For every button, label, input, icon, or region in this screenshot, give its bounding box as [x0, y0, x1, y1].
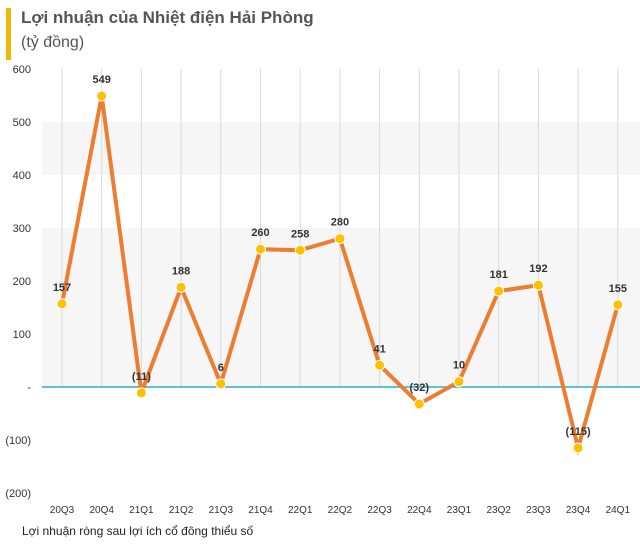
data-point [215, 378, 227, 390]
chart-title: Lợi nhuận của Nhiệt điện Hải Phòng [21, 8, 314, 27]
data-point [334, 233, 346, 245]
data-label: (32) [410, 382, 430, 394]
chart-unit-subtitle: (tỷ đồng) [21, 34, 85, 51]
data-label: 280 [331, 217, 349, 229]
x-tick-label: 22Q2 [328, 505, 353, 516]
data-label: 549 [93, 74, 111, 86]
plot-band [42, 122, 640, 175]
y-tick-label: 400 [13, 170, 31, 182]
data-point [175, 281, 187, 293]
data-label: (115) [566, 426, 591, 438]
data-label: 6 [218, 362, 224, 374]
x-tick-label: 22Q3 [367, 505, 392, 516]
x-tick-label: 23Q3 [526, 505, 551, 516]
data-label: 10 [453, 360, 465, 372]
data-label: 157 [53, 282, 71, 294]
data-point [374, 359, 386, 371]
data-label: 260 [251, 227, 269, 239]
series-caption: Lợi nhuận ròng sau lợi ích cổ đông thiểu… [22, 524, 254, 538]
y-tick-label: 500 [13, 117, 31, 129]
y-tick-label: 300 [13, 223, 31, 235]
data-label: 41 [373, 343, 385, 355]
data-point [255, 243, 266, 255]
y-tick-label: (100) [5, 435, 31, 447]
x-tick-label: 23Q1 [447, 505, 472, 516]
y-tick-label: 200 [13, 276, 31, 288]
x-tick-label: 21Q4 [248, 505, 273, 516]
title-accent-bar [6, 8, 11, 60]
x-tick-label: 22Q1 [288, 505, 313, 516]
y-tick-label: - [27, 382, 31, 394]
data-point [413, 398, 425, 410]
y-tick-label: 600 [13, 64, 31, 76]
data-label: 192 [529, 263, 547, 275]
y-tick-label: (200) [5, 488, 31, 500]
x-tick-label: 21Q2 [169, 505, 194, 516]
data-label: 155 [609, 283, 627, 295]
x-tick-label: 20Q3 [50, 505, 75, 516]
data-point [56, 298, 68, 310]
x-tick-label: 21Q3 [209, 505, 234, 516]
x-tick-label: 23Q4 [566, 505, 591, 516]
data-label: (11) [132, 371, 151, 383]
data-point [493, 285, 505, 297]
data-label: 181 [490, 269, 508, 281]
y-tick-label: 100 [13, 329, 31, 341]
data-point [294, 244, 306, 256]
x-tick-label: 21Q1 [129, 505, 154, 516]
data-label: 188 [172, 265, 190, 277]
data-point [453, 376, 465, 388]
x-tick-label: 23Q2 [486, 505, 511, 516]
data-point [532, 279, 544, 291]
x-tick-label: 24Q1 [606, 505, 631, 516]
data-point [612, 299, 624, 311]
data-point [135, 387, 147, 399]
data-label: 258 [291, 228, 309, 240]
data-point [96, 90, 108, 102]
x-tick-label: 22Q4 [407, 505, 432, 516]
x-tick-label: 20Q4 [89, 505, 114, 516]
data-point [572, 442, 584, 454]
